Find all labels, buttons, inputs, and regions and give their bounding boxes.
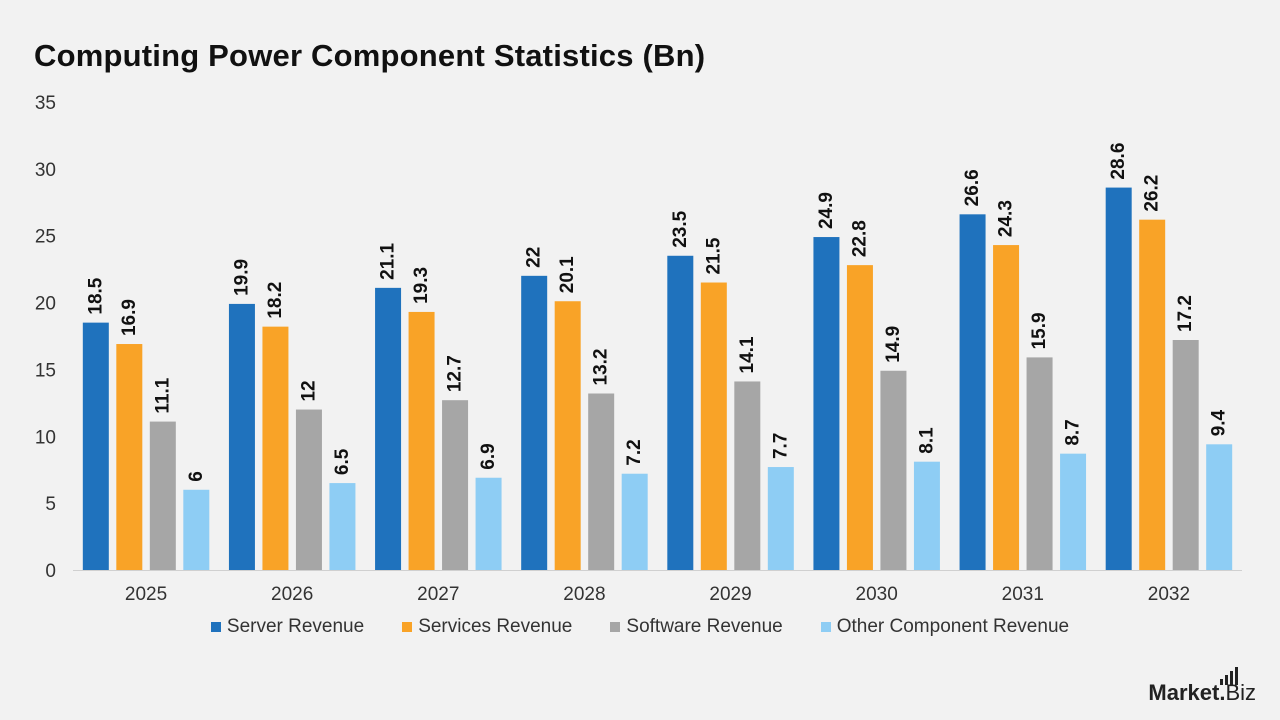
legend-swatch [820,622,831,632]
x-tick-label: 2026 [271,584,313,605]
bar [813,237,840,570]
data-label: 20.1 [557,256,578,293]
y-tick-label: 35 [35,93,56,114]
data-label: 22.8 [849,220,870,257]
bar [521,275,548,570]
legend-item: Services Revenue [402,616,572,638]
x-tick-label: 2031 [1002,584,1044,605]
y-tick-label: 10 [35,427,56,448]
bar [375,287,402,570]
bar [149,421,176,570]
data-label: 24.9 [816,192,837,229]
data-label: 8.1 [916,427,937,454]
chart-title: Computing Power Component Statistics (Bn… [34,38,706,73]
x-tick-label: 2032 [1148,584,1190,605]
bar [554,301,581,570]
x-tick-label: 2025 [125,584,167,605]
data-label: 18.2 [265,282,286,319]
legend-item: Other Component Revenue [820,616,1070,638]
data-label: 6.5 [332,448,353,475]
y-tick-label: 25 [35,227,56,248]
chart-legend: Server Revenue Services Revenue Software R… [0,616,1280,638]
marketbiz-logo: Market. Biz [1148,667,1256,706]
y-tick-label: 0 [45,561,56,582]
data-label: 11.1 [152,377,173,413]
bar [621,473,648,570]
bar [1139,219,1166,570]
bar [734,381,761,570]
data-label: 24.3 [996,200,1017,237]
bar [408,311,435,570]
data-label: 19.3 [411,267,432,304]
data-label: 17.2 [1175,295,1196,332]
data-label: 13.2 [591,349,612,386]
data-label: 21.5 [703,237,724,274]
data-label: 12.7 [445,355,466,392]
bar [588,393,615,570]
bar [959,214,986,570]
bar [183,489,210,570]
logo-text-bold: Market [1148,680,1220,705]
data-label: 8.7 [1063,419,1084,445]
bar [295,409,322,570]
bar [262,326,289,570]
data-label: 14.9 [883,326,904,363]
data-label: 18.5 [85,277,106,314]
data-label: 9.4 [1209,409,1230,436]
bar [767,467,794,570]
logo-dot: . [1219,680,1226,705]
y-tick-label: 15 [35,360,56,381]
bar [1060,453,1087,570]
data-label: 12 [298,380,319,401]
data-label: 16.9 [119,299,140,336]
x-tick-label: 2028 [563,584,605,605]
bar [880,370,907,570]
bar [700,282,727,570]
x-tick-label: 2029 [709,584,751,605]
bar [82,322,109,570]
legend-label: Other Component Revenue [836,616,1070,637]
bar [993,245,1020,570]
legend-item: Server Revenue [210,616,365,638]
data-label: 26.6 [962,169,983,206]
data-label: 23.5 [670,210,691,247]
legend-swatch [210,622,221,632]
legend-item: Software Revenue [610,616,783,638]
y-tick-label: 20 [35,294,56,315]
data-label: 15.9 [1029,312,1050,349]
bar [442,400,469,570]
data-label: 6 [186,471,207,482]
data-label: 21.1 [378,242,399,279]
bar [475,477,502,570]
data-label: 7.7 [770,433,791,459]
y-tick-label: 30 [35,160,56,181]
bar [228,303,255,570]
data-label: 6.9 [478,443,499,469]
bar [329,483,356,570]
bar [1105,187,1132,570]
legend-label: Services Revenue [418,616,573,637]
bar [1172,340,1199,570]
bar [116,344,143,570]
bar [1206,444,1233,570]
legend-swatch [402,622,413,632]
legend-label: Software Revenue [626,616,783,637]
data-label: 19.9 [231,259,252,296]
logo-bars-icon [1220,667,1239,685]
legend-label: Server Revenue [226,616,365,637]
data-label: 28.6 [1108,143,1129,180]
x-tick-label: 2027 [417,584,459,605]
data-label: 22 [524,247,545,268]
bar [1026,357,1053,570]
bar [913,461,940,570]
legend-swatch [610,622,621,632]
x-tick-label: 2030 [856,584,898,605]
data-label: 26.2 [1142,175,1163,212]
y-tick-label: 5 [45,494,56,515]
data-label: 14.1 [737,336,758,373]
bar [667,255,694,570]
bar [846,265,873,570]
data-label: 7.2 [624,439,645,465]
